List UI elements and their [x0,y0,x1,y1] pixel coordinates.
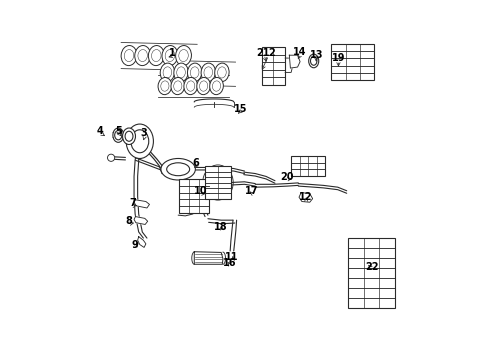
Text: 9: 9 [131,239,138,249]
Polygon shape [289,55,300,68]
Text: 16: 16 [222,258,236,268]
Text: 21: 21 [256,48,269,58]
Ellipse shape [121,45,137,66]
Text: 2: 2 [267,48,274,58]
Text: 22: 22 [365,262,378,272]
Ellipse shape [173,63,188,82]
Ellipse shape [122,128,135,144]
Bar [290,156,325,176]
Text: 5: 5 [115,126,122,136]
Bar [204,166,230,199]
Ellipse shape [126,124,153,158]
Text: 14: 14 [293,46,306,57]
Text: 18: 18 [214,222,227,232]
Ellipse shape [201,63,215,82]
Ellipse shape [308,54,318,68]
Text: 19: 19 [331,53,345,63]
Polygon shape [137,237,145,247]
Polygon shape [194,252,223,264]
Ellipse shape [148,45,164,66]
Polygon shape [134,200,149,208]
Bar [261,47,285,85]
Ellipse shape [196,77,210,95]
Ellipse shape [214,63,229,82]
Text: 12: 12 [298,192,311,202]
Bar [347,238,394,309]
Bar [179,179,208,213]
Ellipse shape [209,77,223,95]
Polygon shape [134,217,147,225]
Text: 8: 8 [125,216,132,226]
Bar [330,44,373,80]
Ellipse shape [158,77,171,95]
Text: 20: 20 [280,172,293,182]
Circle shape [107,154,115,161]
Text: 13: 13 [309,50,322,60]
Ellipse shape [183,77,197,95]
Polygon shape [298,193,312,202]
Ellipse shape [171,77,184,95]
Ellipse shape [175,45,191,66]
Text: 7: 7 [129,198,136,208]
Text: 4: 4 [97,126,103,136]
Ellipse shape [162,45,178,66]
Ellipse shape [187,63,202,82]
Ellipse shape [113,128,123,142]
Ellipse shape [161,158,195,180]
Ellipse shape [160,63,174,82]
Text: 11: 11 [225,252,238,262]
Text: 3: 3 [141,129,147,138]
Text: 17: 17 [244,186,258,197]
Text: 6: 6 [192,158,199,168]
Text: 15: 15 [233,104,246,114]
Text: 1: 1 [169,48,176,58]
Text: 10: 10 [194,186,207,197]
Ellipse shape [135,45,150,66]
